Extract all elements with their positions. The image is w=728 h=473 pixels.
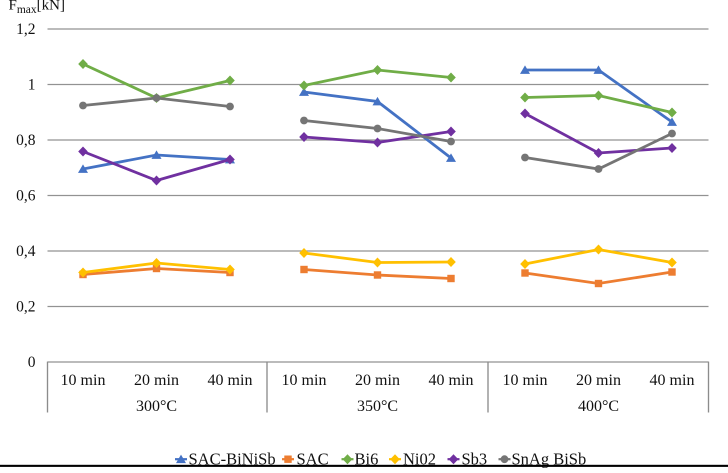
svg-text:Sb3: Sb3 [462, 449, 488, 468]
svg-text:0,2: 0,2 [16, 299, 35, 316]
svg-text:20 min: 20 min [134, 372, 179, 389]
svg-text:SAC-BiNiSb: SAC-BiNiSb [189, 449, 276, 468]
svg-text:0,4: 0,4 [16, 243, 36, 260]
svg-text:300°C: 300°C [136, 398, 177, 415]
svg-text:400°C: 400°C [578, 398, 619, 415]
svg-text:10 min: 10 min [61, 372, 106, 389]
svg-text:10 min: 10 min [282, 372, 327, 389]
svg-text:Bi6: Bi6 [355, 449, 379, 468]
svg-text:40 min: 40 min [650, 372, 695, 389]
svg-text:SAC: SAC [297, 449, 329, 468]
svg-text:0,6: 0,6 [16, 188, 36, 205]
svg-text:1: 1 [28, 77, 36, 94]
svg-text:350°C: 350°C [357, 398, 398, 415]
svg-text:40 min: 40 min [429, 372, 474, 389]
svg-text:Fmax[kN]: Fmax[kN] [9, 0, 65, 16]
svg-text:0: 0 [28, 354, 36, 371]
svg-text:SnAg BiSb: SnAg BiSb [512, 449, 587, 468]
svg-text:20 min: 20 min [576, 372, 621, 389]
svg-text:20 min: 20 min [355, 372, 400, 389]
svg-text:Ni02: Ni02 [403, 449, 436, 468]
svg-text:40 min: 40 min [208, 372, 253, 389]
svg-text:1,2: 1,2 [16, 21, 35, 38]
svg-text:0,8: 0,8 [16, 132, 36, 149]
svg-text:10 min: 10 min [503, 372, 548, 389]
